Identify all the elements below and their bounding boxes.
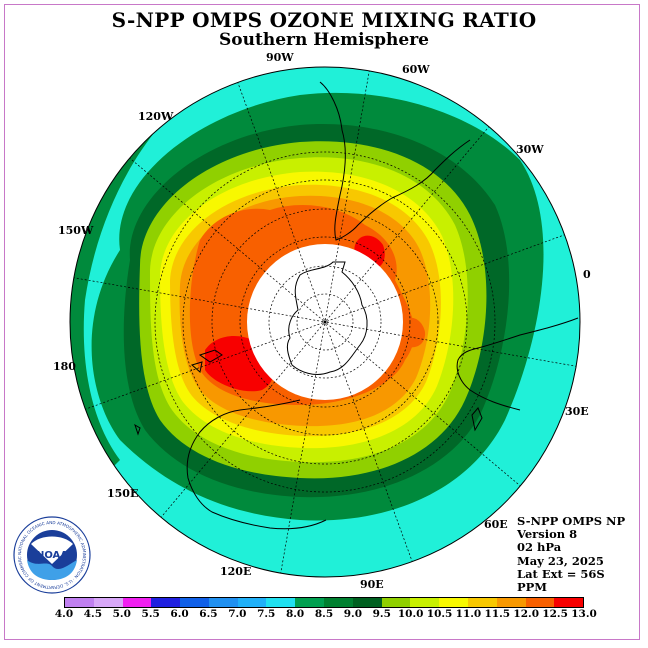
- info-date: May 23, 2025: [517, 553, 604, 568]
- info-units: PPM: [517, 580, 548, 595]
- lon-label-90w: 90W: [266, 51, 294, 64]
- color-scale-tick-label: 4.0: [54, 608, 74, 620]
- color-scale-swatch: [467, 598, 497, 607]
- lat-ring-60s: [239, 236, 411, 408]
- color-scale-swatch: [324, 598, 353, 607]
- lat-ring-50s: [211, 208, 439, 436]
- color-scale-tick-label: 10.0: [397, 608, 424, 620]
- color-scale-swatch: [208, 598, 238, 607]
- color-scale-swatch: [352, 598, 382, 607]
- color-scale-tick-label: 10.5: [426, 608, 453, 620]
- color-scale-swatch: [237, 598, 267, 607]
- color-scale-swatch: [439, 598, 468, 607]
- map-subtitle: Southern Hemisphere: [219, 30, 429, 50]
- australia-outline: [186, 399, 327, 530]
- color-scale-tick-label: 4.5: [83, 608, 103, 620]
- color-scale-swatch: [554, 598, 584, 607]
- color-scale-tick-label: 6.5: [199, 608, 218, 620]
- lat-ring-30s: [154, 151, 496, 493]
- color-scale: [64, 597, 584, 608]
- color-scale-tick-label: 13.0: [571, 608, 597, 620]
- info-lat-ext: Lat Ext = 56S: [517, 566, 605, 581]
- color-scale-tick-label: 8.5: [314, 608, 334, 620]
- color-scale-tick-label: 12.0: [513, 608, 540, 620]
- color-scale-tick-label: 7.5: [257, 608, 276, 620]
- color-scale-tick-label: 7.0: [228, 608, 247, 620]
- color-scale-tick-label: 5.5: [141, 608, 160, 620]
- field-orange-lobe: [400, 317, 426, 348]
- africa-outline: [456, 317, 579, 411]
- info-block: S-NPP OMPS NP Version 8 02 hPa May 23, 2…: [517, 514, 626, 595]
- lon-label-150w: 150W: [58, 224, 94, 237]
- lon-label-0: 0: [583, 268, 591, 281]
- color-scale-tick-label: 6.0: [170, 608, 189, 620]
- lon-label-120e: 120E: [220, 565, 252, 578]
- color-scale-tick-label: 11.0: [455, 608, 482, 620]
- color-scale-swatch: [525, 598, 555, 607]
- lat-ring-40s: [182, 179, 468, 465]
- color-scale-swatch: [381, 598, 411, 607]
- map-disc: [69, 66, 581, 578]
- info-level: 02 hPa: [517, 540, 562, 555]
- lon-label-180: 180: [53, 360, 76, 373]
- color-scale-tick-label: 9.0: [343, 608, 363, 620]
- color-scale-tick-label: 12.5: [542, 608, 568, 620]
- lat-ring-80s: [296, 293, 354, 351]
- color-scale-swatch: [65, 598, 94, 607]
- noaa-logo-text: NOAA: [36, 550, 68, 561]
- islands-outline: [134, 407, 483, 436]
- color-scale-tick-label: 8.0: [285, 608, 305, 620]
- map-title: S-NPP OMPS OZONE MIXING RATIO: [111, 8, 537, 32]
- color-scale-swatch: [496, 598, 526, 607]
- info-instrument: S-NPP OMPS NP: [517, 514, 626, 528]
- lon-label-120w: 120W: [138, 110, 174, 123]
- plot-border: [4, 4, 640, 640]
- color-scale-tick-label: 5.0: [112, 608, 131, 620]
- lon-label-90e: 90E: [360, 578, 384, 591]
- color-scale-swatch: [151, 598, 181, 607]
- noaa-logo: NOAA NATIONAL OCEANIC AND ATMOSPHERIC AD…: [13, 516, 91, 594]
- lon-label-30e: 30E: [565, 405, 589, 418]
- color-scale-swatch: [266, 598, 296, 607]
- antarctica-outline: [286, 261, 368, 375]
- new-zealand-outline: [190, 349, 223, 373]
- lon-label-60w: 60W: [402, 63, 430, 76]
- color-scale-tick-label: 9.5: [372, 608, 391, 620]
- lon-label-60e: 60E: [484, 518, 508, 531]
- color-scale-swatch: [410, 598, 440, 607]
- color-scale-swatch: [122, 598, 152, 607]
- south-america-outline: [319, 81, 471, 241]
- color-scale-tick-label: 11.5: [484, 608, 511, 620]
- lat-ring-70s: [268, 265, 382, 379]
- lon-label-150e: 150E: [107, 487, 139, 500]
- color-scale-swatch: [180, 598, 209, 607]
- info-version: Version 8: [517, 527, 578, 542]
- color-scale-swatch: [93, 598, 123, 607]
- color-scale-swatch: [295, 598, 325, 607]
- pole-marker: [323, 320, 327, 324]
- lon-label-30w: 30W: [516, 143, 544, 156]
